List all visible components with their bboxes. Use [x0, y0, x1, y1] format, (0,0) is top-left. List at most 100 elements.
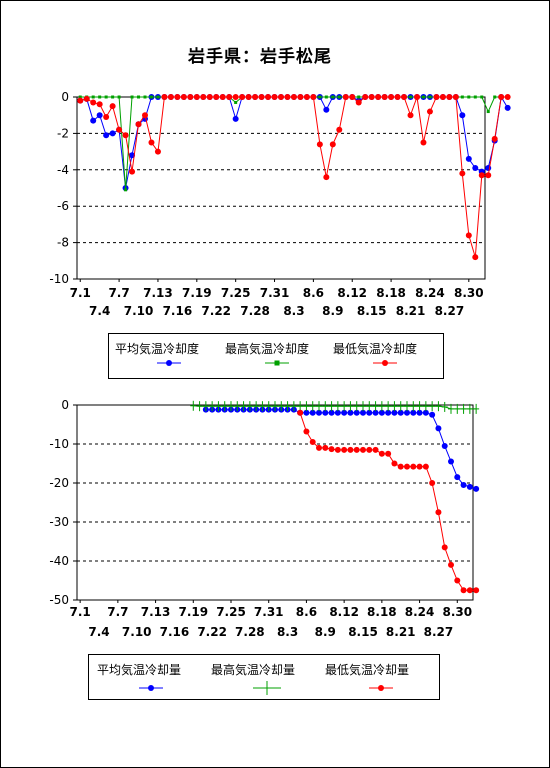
data-point [416, 409, 423, 416]
data-point [420, 139, 427, 146]
x-tick-label: 8.24 [415, 286, 445, 300]
data-point [303, 409, 310, 416]
x-tick-label: 7.19 [178, 605, 208, 619]
data-point [454, 577, 461, 584]
x-tick-label: 7.25 [216, 605, 246, 619]
data-point [347, 446, 354, 453]
x-tick-label: 8.6 [303, 286, 324, 300]
data-point [465, 232, 472, 239]
y-tick-label: -30 [49, 515, 69, 529]
y-tick-label: -8 [57, 236, 69, 250]
data-point [316, 444, 322, 451]
x-tick-label: 7.31 [260, 286, 290, 300]
data-point [368, 94, 375, 100]
x-tick-label: 7.4 [88, 625, 109, 639]
legend-label-series-3: 最低気温冷却度 [333, 342, 418, 356]
x-tick-label: 7.22 [197, 625, 227, 639]
data-point [353, 401, 360, 412]
data-point [366, 446, 373, 453]
chart-1-cooling-degree: 0 -2 -4 -6 -8 -107.1 7.7 7.13 7.19 7.25 7.31 8.6 8.1… [49, 90, 511, 318]
x-tick-label: 7.1 [70, 605, 91, 619]
data-point [428, 95, 432, 99]
data-point [357, 95, 361, 99]
data-point [239, 94, 246, 100]
series-line [193, 405, 477, 410]
x-tick-label: 8.21 [396, 304, 426, 318]
data-point [429, 401, 436, 412]
data-point [391, 409, 398, 416]
data-point [493, 95, 497, 99]
data-point [485, 172, 492, 179]
data-point [130, 95, 134, 99]
data-point [318, 95, 322, 99]
y-tick-label: -50 [49, 593, 69, 607]
x-tick-label: 8.9 [315, 625, 336, 639]
data-point [124, 188, 128, 192]
data-point [422, 463, 429, 470]
data-point [111, 95, 115, 99]
data-point [465, 155, 472, 162]
data-point [328, 409, 335, 416]
data-point [460, 481, 467, 488]
y-tick-label: 0 [61, 398, 69, 412]
plot-area [76, 404, 474, 601]
data-point [156, 95, 160, 99]
data-point [196, 401, 203, 412]
data-point [491, 135, 498, 142]
data-point [316, 141, 323, 148]
data-point [331, 95, 335, 99]
data-point [109, 130, 116, 137]
data-point [341, 409, 348, 416]
data-point [258, 94, 265, 100]
x-tick-label: 7.19 [182, 286, 212, 300]
data-point [422, 409, 429, 416]
data-point [409, 95, 413, 99]
data-point [297, 94, 304, 100]
x-tick-label: 8.27 [424, 625, 454, 639]
data-point [143, 95, 147, 99]
data-point [167, 94, 174, 100]
data-point [439, 94, 446, 100]
data-point [272, 401, 278, 412]
data-point [372, 446, 379, 453]
y-tick-label: -6 [57, 199, 69, 213]
data-point [441, 442, 448, 449]
data-point [91, 95, 95, 99]
data-point [448, 458, 454, 465]
data-point [466, 403, 473, 414]
data-point [362, 94, 369, 100]
data-point [391, 460, 398, 467]
data-point [480, 95, 484, 99]
data-point [416, 401, 423, 412]
data-point [122, 132, 129, 139]
data-point [460, 403, 467, 414]
data-point [90, 117, 97, 124]
data-point [232, 115, 239, 122]
data-point [323, 106, 330, 113]
data-point [252, 94, 259, 100]
data-point [228, 401, 234, 412]
data-point [433, 94, 440, 100]
data-point [414, 94, 420, 100]
x-tick-label: 7.25 [221, 286, 251, 300]
data-point [297, 409, 304, 416]
x-tick-label: 7.16 [163, 304, 193, 318]
data-point [504, 104, 511, 111]
data-point [90, 99, 97, 106]
data-point [385, 409, 392, 416]
legend-label-series-1: 平均気温冷却量 [97, 663, 182, 677]
y-tick-label: -2 [57, 126, 69, 140]
data-point [213, 94, 220, 100]
data-point [372, 401, 379, 412]
data-point [200, 94, 207, 100]
data-point [221, 401, 228, 412]
data-point [454, 403, 461, 414]
data-point [129, 168, 136, 175]
data-point [385, 401, 392, 412]
data-point [234, 100, 238, 104]
x-tick-label: 8.30 [454, 286, 484, 300]
data-point [265, 94, 272, 100]
data-point [117, 95, 121, 99]
data-point [378, 409, 385, 416]
